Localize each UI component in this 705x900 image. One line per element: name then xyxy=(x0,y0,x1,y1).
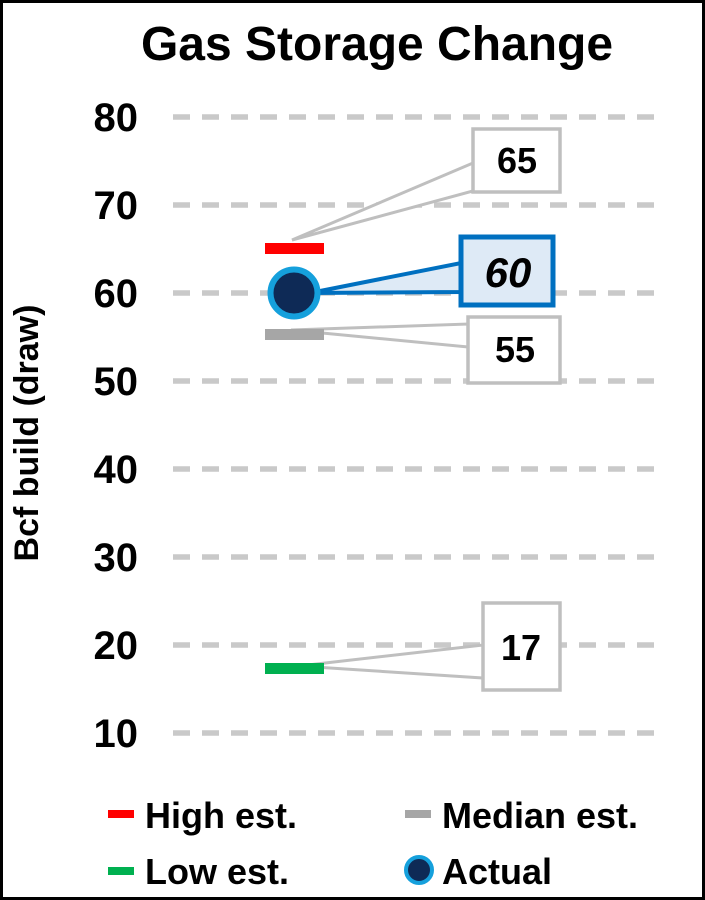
callout-median-value: 55 xyxy=(495,329,535,370)
legend-low-label: Low est. xyxy=(145,851,289,892)
legend-high-dash-icon xyxy=(108,810,134,818)
legend-low-dash-icon xyxy=(108,867,134,875)
gridlines xyxy=(173,114,657,736)
legend-high-label: High est. xyxy=(145,795,297,836)
callout-low: 17 xyxy=(298,601,562,692)
y-tick-50: 50 xyxy=(94,360,139,404)
legend-actual-circle-icon xyxy=(404,855,434,885)
callout-low-box xyxy=(481,601,562,692)
y-tick-40: 40 xyxy=(94,448,139,492)
legend-actual-label: Actual xyxy=(442,851,552,892)
page-title: Gas Storage Change xyxy=(141,18,613,71)
callout-median-box xyxy=(466,315,562,385)
low-estimate-dash xyxy=(265,663,324,674)
y-tick-70: 70 xyxy=(94,184,139,228)
actual-point xyxy=(267,266,321,320)
y-tick-20: 20 xyxy=(94,624,139,668)
callout-actual: 60 xyxy=(309,234,556,308)
callout-high: 65 xyxy=(291,127,562,242)
y-axis-label: Bcf build (draw) xyxy=(8,305,46,562)
callout-high-box xyxy=(471,127,562,194)
legend: High est. Median est. Low est. Actual xyxy=(108,795,638,892)
callout-high-leader xyxy=(291,160,475,242)
data-marks xyxy=(265,243,324,674)
callout-median: 55 xyxy=(290,315,562,385)
y-axis-ticks: 80 70 60 50 40 30 20 10 xyxy=(94,96,139,756)
callout-low-value: 17 xyxy=(501,627,541,668)
callout-actual-box xyxy=(458,234,556,308)
y-tick-80: 80 xyxy=(94,96,139,140)
y-tick-60: 60 xyxy=(94,272,139,316)
callout-actual-leader xyxy=(309,260,463,295)
y-tick-10: 10 xyxy=(94,712,139,756)
callout-low-leader xyxy=(298,643,485,680)
y-tick-30: 30 xyxy=(94,536,139,580)
high-estimate-dash xyxy=(265,243,324,254)
callout-actual-value: 60 xyxy=(485,249,532,296)
legend-median-label: Median est. xyxy=(442,795,638,836)
legend-median-dash-icon xyxy=(405,810,431,818)
median-estimate-dash xyxy=(265,329,324,340)
callout-high-value: 65 xyxy=(497,140,537,181)
